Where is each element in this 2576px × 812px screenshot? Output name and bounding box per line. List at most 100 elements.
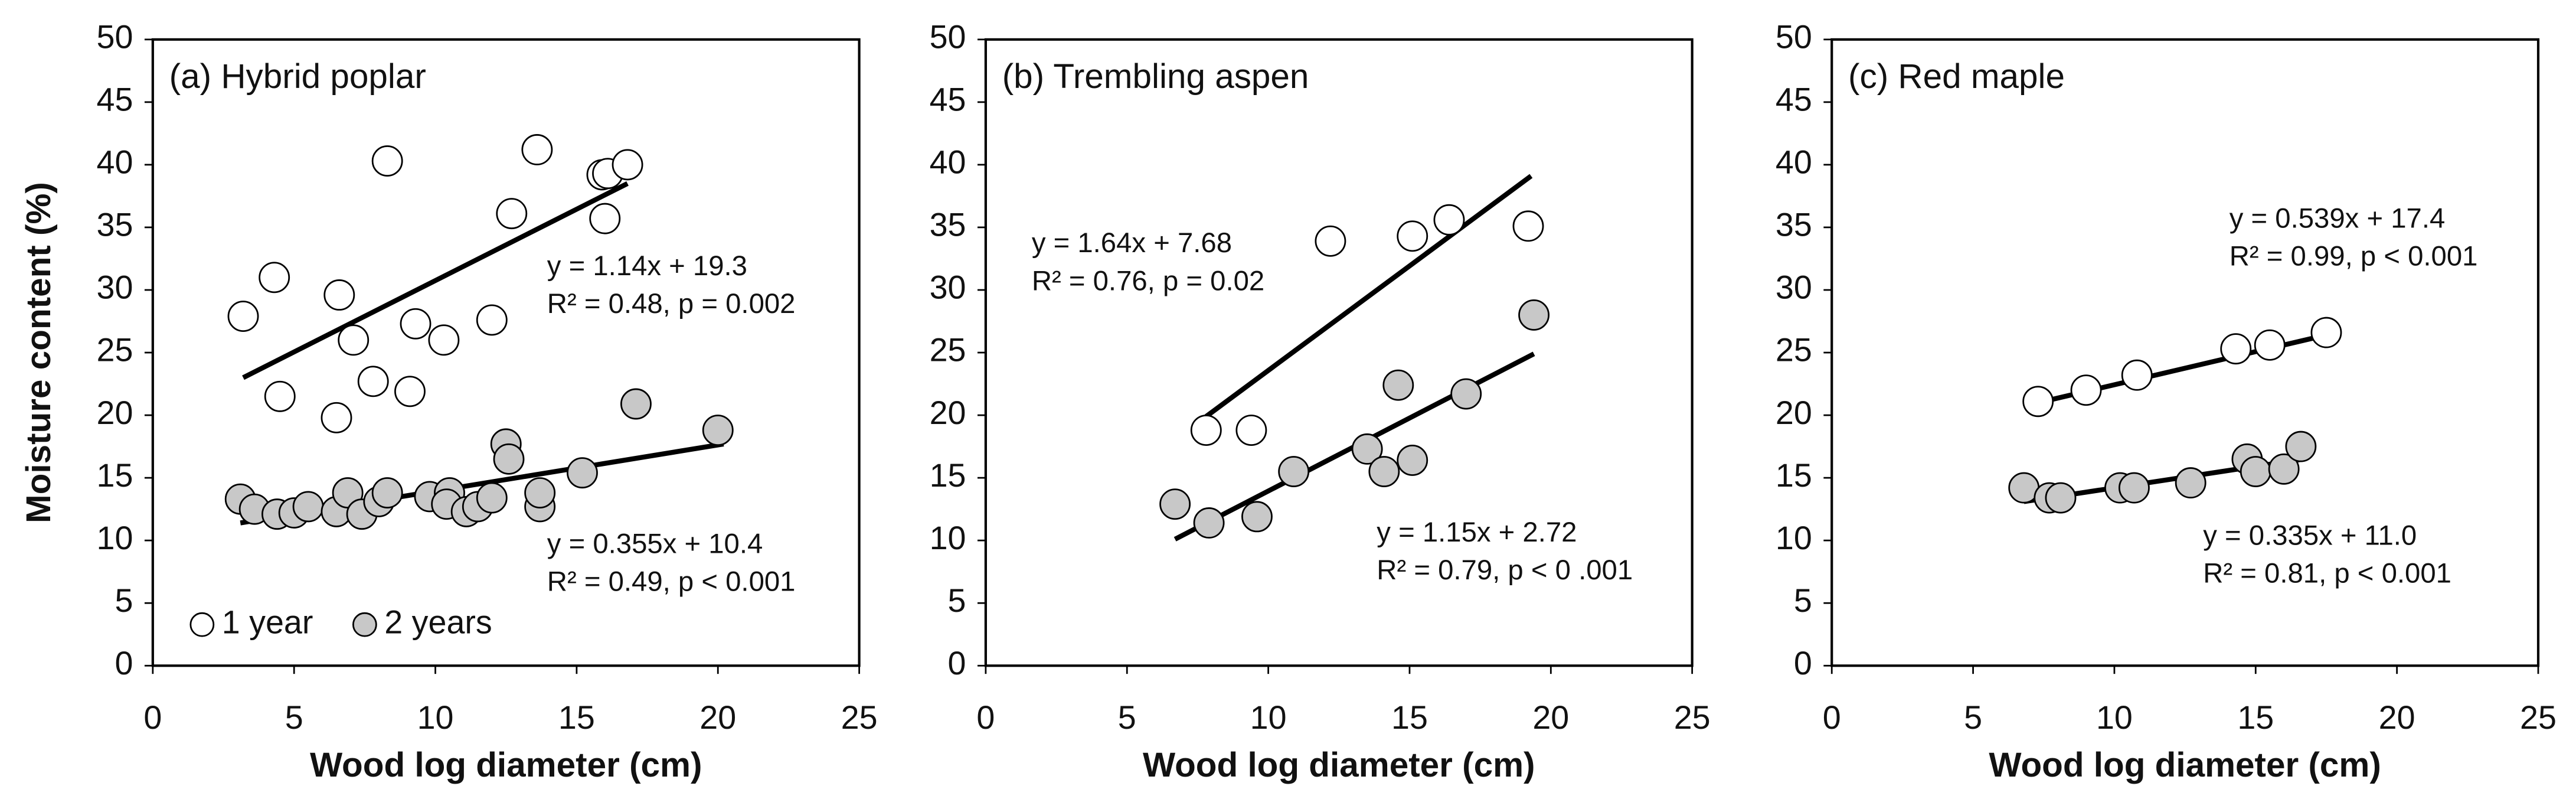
x-tick-label: 0: [143, 699, 162, 736]
data-point: [2119, 472, 2150, 504]
y-tick-label: 25: [1776, 332, 1812, 369]
x-tick-label: 20: [699, 699, 736, 736]
legend-label: 1 year: [222, 604, 313, 640]
y-tick-label: 50: [97, 19, 133, 56]
annotation: R² = 0.49, p < 0.001: [547, 566, 796, 598]
data-point: [2254, 329, 2286, 361]
annotation: R² = 0.76, p = 0.02: [1032, 265, 1264, 296]
data-point: [1433, 204, 1465, 236]
data-point: [2070, 374, 2102, 406]
y-tick-label: 40: [930, 144, 966, 181]
data-point: [1397, 444, 1428, 476]
x-tick-label: 5: [1964, 699, 1982, 736]
annotation: y = 1.15x + 2.72: [1377, 517, 1577, 548]
y-tick-label: 35: [1776, 207, 1812, 243]
panel: 0 5 10 15 20 25 0 5 10 15 20 25 30 35 40 45 50 Wood log d…: [930, 19, 1711, 785]
y-tick-label: 30: [97, 269, 133, 306]
data-point: [321, 402, 352, 433]
data-point: [1190, 415, 1222, 446]
data-point: [2175, 467, 2206, 499]
panel-title: (a) Hybrid poplar: [169, 57, 426, 96]
data-point: [493, 443, 525, 475]
data-point: [476, 304, 508, 336]
data-point: [620, 388, 652, 420]
data-point: [428, 324, 460, 356]
x-tick-label: 10: [417, 699, 454, 736]
data-point: [2045, 482, 2077, 514]
y-tick-label: 15: [97, 457, 133, 494]
data-point: [1397, 220, 1428, 252]
plot-frame: [151, 38, 861, 667]
x-tick-label: 0: [976, 699, 995, 736]
x-tick-label: 5: [1118, 699, 1136, 736]
data-point: [264, 380, 296, 412]
data-point: [400, 308, 431, 340]
y-tick-label: 20: [930, 394, 966, 431]
y-tick-label: 50: [930, 19, 966, 56]
annotation: y = 1.14x + 19.3: [547, 250, 747, 282]
y-tick-label: 20: [1776, 394, 1812, 431]
data-point: [1241, 501, 1273, 533]
legend-label: 2 years: [384, 604, 492, 640]
x-tick-label: 10: [2096, 699, 2133, 736]
fit-line: [1204, 174, 1533, 419]
y-tick-label: 10: [930, 520, 966, 556]
y-axis-label: Moisture content (%): [19, 182, 58, 523]
data-point: [589, 203, 621, 234]
data-point: [259, 262, 290, 294]
data-point: [2240, 456, 2271, 487]
data-point: [2121, 359, 2153, 391]
annotation: y = 1.64x + 7.68: [1032, 227, 1232, 259]
data-point: [524, 477, 556, 509]
data-point: [2220, 333, 2252, 365]
data-point: [1235, 415, 1267, 446]
data-point: [2268, 453, 2300, 485]
y-tick-label: 15: [1776, 457, 1812, 494]
data-point: [1193, 507, 1225, 539]
y-tick-label: 10: [1776, 520, 1812, 556]
x-tick-label: 15: [1391, 699, 1428, 736]
legend-marker: [189, 612, 215, 637]
y-tick-label: 45: [97, 81, 133, 118]
y-tick-label: 45: [930, 81, 966, 118]
data-point: [1512, 210, 1544, 242]
x-tick-label: 20: [1532, 699, 1569, 736]
y-tick-label: 5: [948, 582, 966, 619]
y-tick-label: 15: [930, 457, 966, 494]
y-tick-label: 5: [115, 582, 133, 619]
data-point: [394, 376, 426, 407]
annotation: y = 0.335x + 11.0: [2203, 520, 2417, 552]
y-tick-label: 40: [97, 144, 133, 181]
x-tick-label: 5: [285, 699, 303, 736]
data-point: [2310, 317, 2342, 348]
panel: 0 5 10 15 20 25 0 5 10 15 20 25 30 35 40 45 50 Wood log d…: [19, 19, 878, 785]
data-point: [371, 477, 403, 509]
data-point: [323, 279, 355, 311]
data-point: [1351, 433, 1383, 465]
data-point: [1315, 225, 1346, 257]
data-point: [2285, 431, 2317, 462]
data-point: [1382, 369, 1414, 401]
legend-marker: [352, 612, 377, 637]
annotation: R² = 0.81, p < 0.001: [2203, 558, 2451, 589]
annotation: y = 0.539x + 17.4: [2230, 203, 2446, 234]
y-tick-label: 30: [1776, 269, 1812, 306]
data-point: [567, 457, 598, 489]
data-point: [371, 145, 403, 177]
data-point: [1278, 456, 1310, 487]
x-tick-label: 25: [1674, 699, 1711, 736]
y-tick-label: 25: [97, 332, 133, 369]
annotation: R² = 0.79, p < 0 .001: [1377, 555, 1633, 586]
x-tick-label: 20: [2379, 699, 2415, 736]
data-point: [1450, 378, 1482, 410]
x-tick-label: 15: [2237, 699, 2274, 736]
data-point: [1159, 488, 1191, 520]
x-tick-label: 15: [558, 699, 595, 736]
annotation: R² = 0.48, p = 0.002: [547, 288, 796, 319]
panel: 0 5 10 15 20 25 0 5 10 15 20 25 30 35 40 45 50 Wood log d…: [1776, 19, 2557, 785]
y-tick-label: 20: [97, 394, 133, 431]
data-point: [2022, 386, 2054, 418]
data-point: [476, 482, 508, 514]
y-tick-label: 0: [115, 645, 133, 681]
